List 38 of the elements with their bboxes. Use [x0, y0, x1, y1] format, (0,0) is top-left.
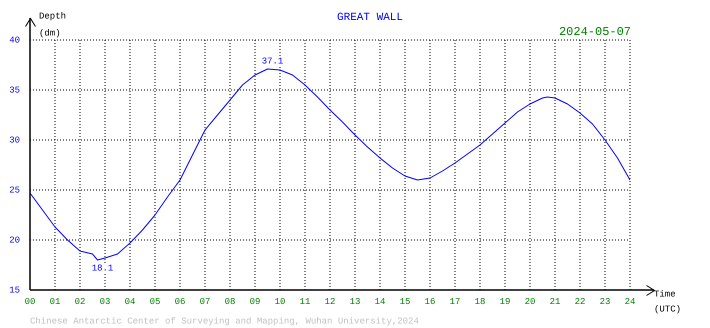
y-tick-label: 25 [9, 185, 20, 196]
x-tick-label: 21 [550, 296, 560, 307]
x-tick-label: 15 [400, 296, 410, 307]
x-tick-label: 13 [350, 296, 360, 307]
x-tick-label: 19 [500, 296, 510, 307]
x-tick-label: 06 [174, 296, 186, 307]
x-tick-label: 08 [224, 296, 236, 307]
x-tick-label: 16 [424, 296, 436, 307]
x-tick-label: 00 [24, 296, 36, 307]
x-tick-label: 05 [150, 296, 160, 307]
y-tick-label: 15 [9, 285, 20, 296]
chart-subtitle: 2024-05-07 [558, 25, 631, 40]
x-tick-label: 20 [524, 296, 536, 307]
x-tick-label: 04 [124, 296, 136, 307]
x-tick-label: 02 [74, 296, 86, 307]
annotation: 18.1 [92, 263, 114, 274]
x-tick-label: 07 [200, 296, 210, 307]
y-tick-label: 40 [9, 35, 20, 46]
x-tick-label: 14 [374, 296, 386, 307]
x-tick-label: 03 [100, 296, 110, 307]
x-tick-label: 11 [300, 296, 310, 307]
annotation: 37.1 [262, 56, 284, 66]
x-tick-label: 09 [250, 296, 260, 307]
x-tick-label: 10 [274, 296, 286, 307]
x-axis-title: Time (UTC) [654, 289, 682, 314]
text: Chinese Antarctic Center of Surveying and Mapping, Wuhan University,2024 [30, 316, 419, 326]
x-tick-label: 17 [450, 296, 460, 307]
x-tick-label: 18 [474, 296, 486, 307]
x-tick-label: 12 [324, 296, 336, 307]
x-tick-label: 23 [600, 296, 610, 307]
y-axis-title: Depth (dm) [39, 11, 66, 38]
x-tick-label: 01 [50, 296, 60, 307]
y-tick-label: 20 [9, 235, 20, 246]
y-tick-label: 35 [9, 85, 20, 96]
x-tick-label: 22 [574, 296, 586, 307]
chart-title: GREAT WALL [336, 12, 404, 24]
x-tick-label: 24 [624, 296, 636, 307]
y-tick-label: 30 [9, 135, 20, 146]
